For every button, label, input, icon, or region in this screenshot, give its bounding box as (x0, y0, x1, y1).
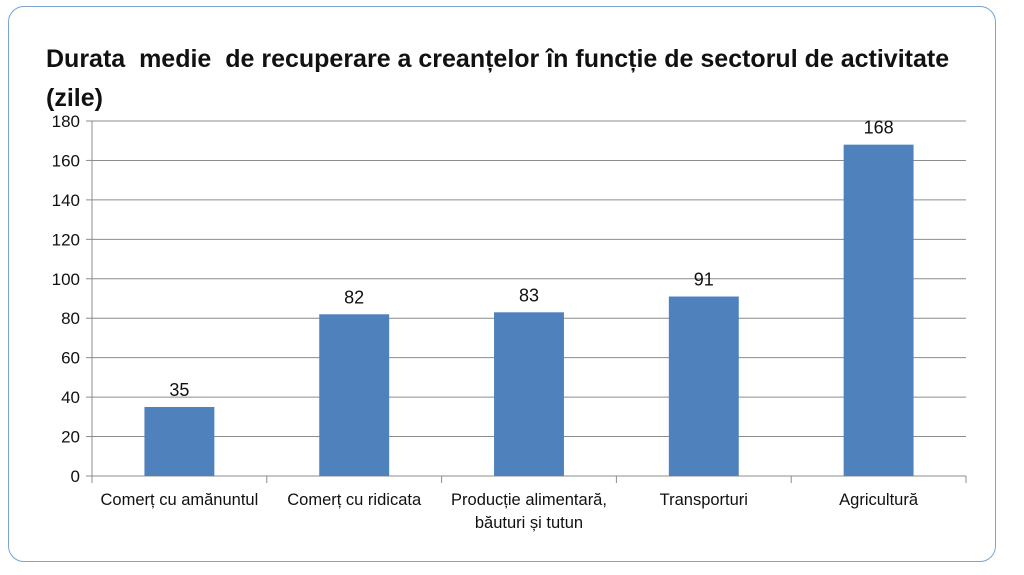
y-tick-label: 160 (52, 151, 80, 170)
y-tick-label: 40 (61, 388, 80, 407)
bar (319, 314, 390, 476)
data-label: 91 (694, 270, 714, 290)
y-tick-label: 60 (61, 349, 80, 368)
x-tick-label: Comerț cu ridicata (287, 491, 422, 509)
data-label: 168 (864, 118, 894, 138)
y-tick-label: 120 (52, 230, 80, 249)
chart-title: Durata medie de recuperare a creanțelor … (46, 45, 970, 112)
bar (494, 312, 564, 476)
data-label: 83 (519, 285, 539, 305)
y-tick-label: 80 (61, 309, 80, 328)
bar (144, 406, 215, 476)
y-tick-label: 100 (52, 270, 80, 289)
x-tick-label: Transporturi (660, 491, 748, 509)
y-tick-label: 0 (71, 467, 80, 486)
x-tick-label: Comerț cu amănuntul (101, 491, 259, 509)
x-tick-label: Agricultură (839, 491, 919, 509)
y-tick-label: 20 (61, 428, 80, 447)
bar (843, 144, 914, 476)
y-tick-label: 180 (52, 112, 80, 131)
bar (668, 296, 739, 476)
x-tick-label: Producție alimentară, băuturi și tutun (451, 491, 607, 532)
data-label: 82 (344, 287, 364, 307)
data-label: 35 (169, 380, 189, 400)
y-tick-label: 140 (52, 191, 80, 210)
